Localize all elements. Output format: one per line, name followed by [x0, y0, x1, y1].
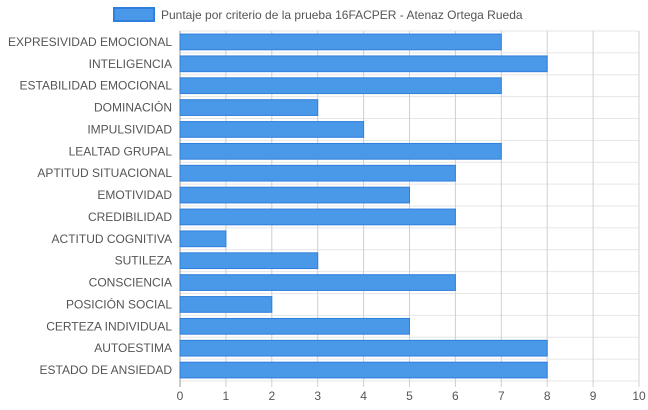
x-tick-label: 0 [177, 389, 184, 403]
category-label: CONSCIENCIA [89, 276, 172, 290]
x-tick-label: 9 [590, 389, 597, 403]
bar[interactable] [179, 55, 548, 73]
bar[interactable] [179, 186, 410, 204]
x-tick-label: 10 [632, 389, 646, 403]
bar[interactable] [179, 361, 548, 379]
bar[interactable] [179, 230, 227, 248]
legend-swatch [113, 7, 155, 22]
bar[interactable] [179, 296, 273, 313]
bar[interactable] [179, 99, 319, 116]
category-label: LEALTAD GRUPAL [69, 144, 173, 158]
bar[interactable] [179, 121, 365, 138]
x-tick-label: 1 [223, 389, 230, 403]
category-label: EXPRESIVIDAD EMOCIONAL [8, 35, 172, 49]
bar[interactable] [179, 33, 502, 51]
x-tick-label: 7 [498, 389, 505, 403]
category-label: SUTILEZA [115, 254, 172, 268]
category-label: CERTEZA INDIVIDUAL [46, 319, 172, 333]
bar[interactable] [179, 208, 456, 226]
category-label: CREDIBILIDAD [88, 210, 172, 224]
bar[interactable] [179, 77, 502, 95]
legend-label: Puntaje por criterio de la prueba 16FACP… [161, 8, 523, 22]
bar[interactable] [179, 274, 456, 291]
category-label: ACTITUD COGNITIVA [52, 232, 172, 246]
category-label: ESTABILIDAD EMOCIONAL [20, 79, 173, 93]
x-axis-tick-labels: 0 1 2 3 4 5 6 7 8 9 10 [177, 389, 646, 403]
x-tick-label: 5 [406, 389, 413, 403]
category-label: EMOTIVIDAD [97, 188, 172, 202]
bars [179, 33, 548, 379]
bar[interactable] [179, 252, 319, 270]
legend[interactable]: Puntaje por criterio de la prueba 16FACP… [113, 7, 523, 22]
bar[interactable] [179, 164, 456, 182]
category-label: POSICIÓN SOCIAL [66, 296, 172, 311]
category-label: ESTADO DE ANSIEDAD [40, 363, 173, 377]
category-label: DOMINACIÓN [94, 100, 172, 115]
x-tick-label: 6 [452, 389, 459, 403]
x-tick-label: 4 [360, 389, 367, 403]
bar[interactable] [179, 339, 548, 357]
x-tick-label: 3 [314, 389, 321, 403]
x-tick-label: 8 [544, 389, 551, 403]
category-label: INTELIGENCIA [89, 57, 172, 71]
bar[interactable] [179, 142, 502, 160]
category-label: APTITUD SITUACIONAL [37, 166, 172, 180]
category-label: IMPULSIVIDAD [87, 122, 172, 136]
x-tick-label: 2 [268, 389, 275, 403]
bar[interactable] [179, 317, 410, 335]
category-labels: EXPRESIVIDAD EMOCIONAL INTELIGENCIA ESTABI… [8, 35, 172, 377]
category-label: AUTOESTIMA [94, 341, 172, 355]
